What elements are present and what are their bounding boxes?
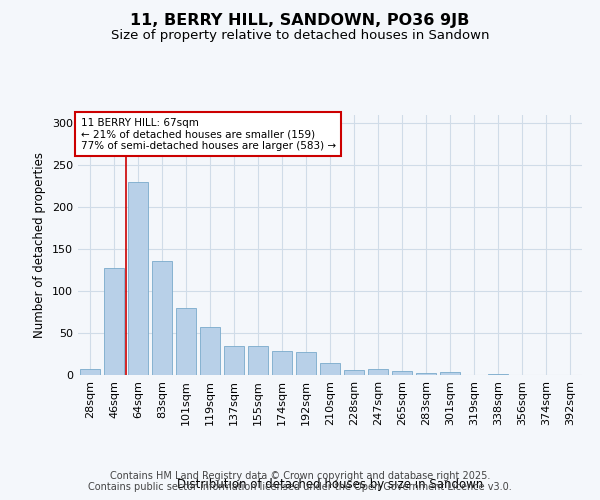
Y-axis label: Number of detached properties: Number of detached properties [34,152,46,338]
Bar [344,370,364,375]
Text: 11 BERRY HILL: 67sqm
← 21% of detached houses are smaller (159)
77% of semi-deta: 11 BERRY HILL: 67sqm ← 21% of detached h… [80,118,335,151]
Text: Size of property relative to detached houses in Sandown: Size of property relative to detached ho… [111,29,489,42]
Bar [80,369,100,375]
Bar [176,308,196,375]
Bar [104,268,124,375]
Bar [296,352,316,375]
Bar [152,261,172,375]
Bar [248,346,268,375]
Bar [224,346,244,375]
Bar [416,374,436,375]
Bar [440,372,460,375]
Bar [128,182,148,375]
Bar [272,350,292,375]
X-axis label: Distribution of detached houses by size in Sandown: Distribution of detached houses by size … [177,478,483,491]
Bar [200,327,220,375]
Text: Contains HM Land Registry data © Crown copyright and database right 2025.
Contai: Contains HM Land Registry data © Crown c… [88,471,512,492]
Text: 11, BERRY HILL, SANDOWN, PO36 9JB: 11, BERRY HILL, SANDOWN, PO36 9JB [130,12,470,28]
Bar [320,364,340,375]
Bar [368,369,388,375]
Bar [392,371,412,375]
Bar [488,374,508,375]
